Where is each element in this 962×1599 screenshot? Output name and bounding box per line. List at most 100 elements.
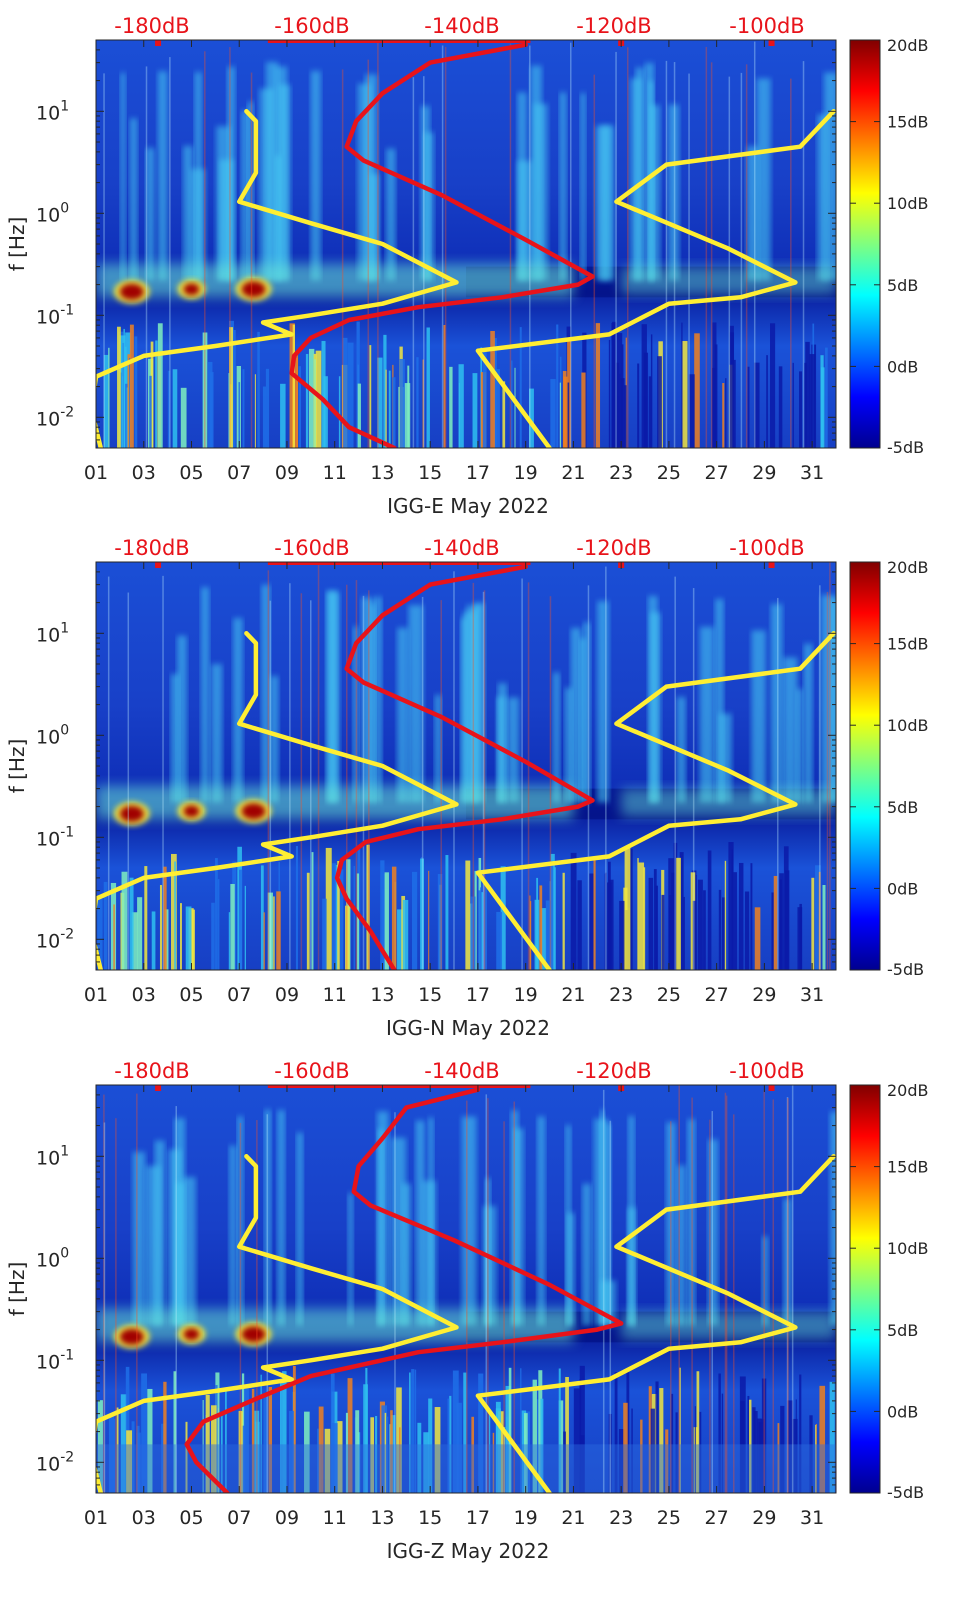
- heatmap-stripe: [254, 1410, 260, 1493]
- heatmap-stripe: [311, 852, 314, 970]
- heatmap-spike: [485, 1094, 488, 1493]
- top-db-label: -160dB: [274, 14, 349, 38]
- heatmap-stripe: [262, 386, 267, 448]
- heatmap-stripe: [97, 899, 103, 970]
- heatmap-stripe: [134, 336, 138, 448]
- heatmap-stripe: [305, 353, 309, 448]
- heatmap-stripe: [409, 1372, 411, 1493]
- heatmap-stripe: [369, 345, 372, 448]
- heatmap-stripe: [321, 340, 326, 448]
- heatmap-stripe: [265, 368, 270, 448]
- heatmap-plume: [823, 72, 836, 281]
- heatmap-stripe: [529, 388, 534, 448]
- heatmap-spike: [829, 562, 831, 970]
- heatmap-stripe: [779, 873, 784, 970]
- heatmap-hotspot: [241, 803, 266, 820]
- heatmap-plume: [677, 1165, 686, 1326]
- heatmap-stripe: [500, 866, 506, 970]
- heatmap-plume: [170, 674, 180, 803]
- heatmap-stripe: [650, 1408, 655, 1493]
- heatmap-stripe: [744, 891, 750, 970]
- heatmap-stripe: [558, 1368, 561, 1493]
- heatmap-stripe: [523, 1413, 528, 1493]
- heatmap-stripe: [144, 866, 148, 970]
- heatmap-stripe: [624, 385, 627, 448]
- heatmap-stripe: [116, 1407, 119, 1493]
- heatmap-plume: [782, 657, 798, 803]
- heatmap-stripe: [443, 325, 446, 448]
- heatmap-spike: [787, 1097, 789, 1493]
- heatmap-stripe: [643, 352, 649, 448]
- heatmap-stripe: [268, 1386, 273, 1493]
- heatmap-stripe: [503, 1426, 506, 1493]
- heatmap-plume: [177, 635, 187, 803]
- heatmap-stripe: [384, 872, 389, 970]
- heatmap-spike: [790, 78, 792, 448]
- heatmap-plume: [365, 74, 378, 281]
- heatmap-stripe: [163, 1381, 167, 1493]
- heatmap-stripe: [749, 1399, 752, 1493]
- heatmap-spike: [513, 1101, 515, 1493]
- yellow-noise-model-line: [96, 109, 459, 448]
- x-tick-label: 27: [705, 1507, 729, 1529]
- heatmap-spike: [175, 1106, 178, 1493]
- heatmap-stripe: [220, 1414, 223, 1493]
- heatmap-stripe: [126, 1430, 133, 1493]
- heatmap-stripe: [681, 341, 688, 448]
- x-tick-label: 07: [227, 462, 251, 484]
- heatmap-stripe: [108, 347, 110, 448]
- heatmap-stripe: [136, 1432, 141, 1493]
- heatmap-stripe: [614, 362, 620, 448]
- heatmap-stripe: [388, 370, 391, 448]
- heatmap-stripe: [799, 371, 803, 448]
- heatmap-area: [96, 40, 836, 448]
- x-tick-label: 03: [132, 984, 156, 1006]
- y-tick-exponent: -2: [60, 1449, 74, 1465]
- heatmap-spike: [368, 590, 370, 970]
- top-db-label: -120dB: [576, 14, 651, 38]
- heatmap-stripe: [318, 1406, 324, 1493]
- colorbar-label: 15dB: [887, 1158, 929, 1177]
- y-tick-base: 10: [36, 102, 60, 124]
- x-tick-label: 25: [657, 1507, 681, 1529]
- heatmap-stripe: [738, 862, 744, 970]
- heatmap-stripe: [729, 332, 735, 448]
- x-tick-label: 31: [800, 1507, 824, 1529]
- top-db-label: -100dB: [729, 14, 804, 38]
- heatmap-stripe: [375, 1415, 378, 1493]
- heatmap-spike: [503, 1121, 505, 1493]
- heatmap-stripe: [750, 863, 753, 970]
- heatmap-stripe: [699, 1411, 702, 1493]
- heatmap-spike: [256, 1120, 258, 1493]
- heatmap-stripe: [482, 883, 487, 970]
- heatmap-spike: [802, 61, 805, 448]
- heatmap-spike: [423, 76, 425, 448]
- heatmap-stripe: [787, 1400, 793, 1493]
- heatmap-stripe: [150, 341, 154, 448]
- heatmap-plume: [582, 1183, 592, 1326]
- heatmap-plume: [687, 1119, 696, 1326]
- x-tick-label: 21: [561, 984, 585, 1006]
- heatmap-plume: [507, 697, 520, 803]
- x-tick-label: 07: [227, 984, 251, 1006]
- heatmap-stripe: [643, 867, 646, 970]
- heatmap-stripe: [648, 376, 652, 448]
- heatmap-plume: [237, 1116, 244, 1326]
- y-tick-base: 10: [36, 1453, 60, 1475]
- heatmap-stripe: [215, 858, 218, 970]
- heatmap-stripe: [324, 1428, 331, 1493]
- heatmap-stripe: [595, 323, 601, 448]
- heatmap-stripe: [202, 1399, 204, 1493]
- heatmap-stripe: [532, 1379, 537, 1493]
- heatmap-plume: [817, 114, 828, 281]
- heatmap-spike: [483, 590, 486, 970]
- heatmap-stripe: [151, 911, 156, 970]
- heatmap-stripe: [608, 339, 611, 448]
- heatmap-stripe: [474, 870, 477, 970]
- heatmap-spike: [103, 73, 105, 448]
- heatmap-plume: [401, 1183, 411, 1326]
- heatmap-stripe: [721, 1393, 724, 1493]
- x-axis-label: IGG-N May 2022: [386, 1016, 550, 1040]
- heatmap-area: [96, 1085, 836, 1493]
- heatmap-spike: [440, 600, 442, 970]
